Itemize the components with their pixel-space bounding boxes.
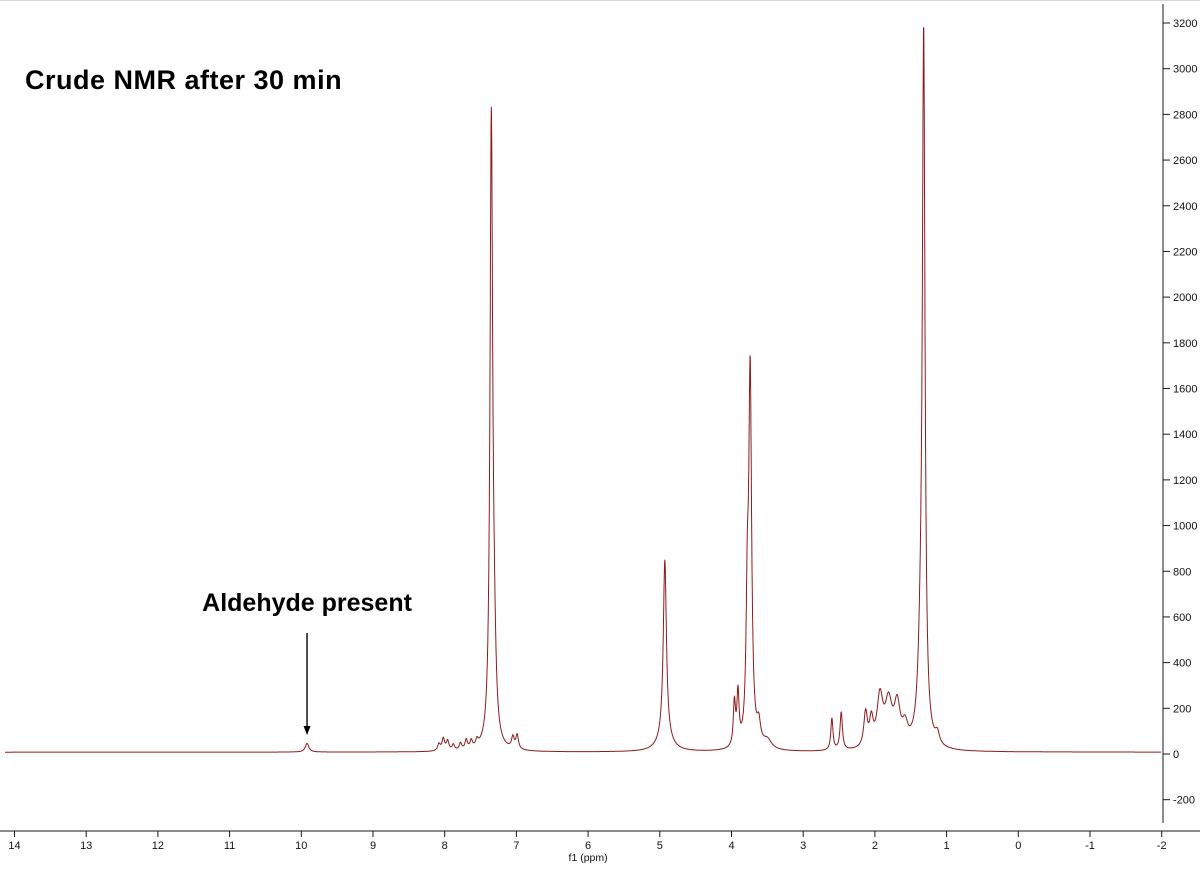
y-tick-label: -200	[1173, 795, 1195, 807]
x-tick-label: 6	[585, 840, 591, 852]
y-tick-label: 3000	[1173, 64, 1197, 76]
y-tick-label: 2200	[1173, 246, 1197, 258]
aldehyde-annotation-label: Aldehyde present	[202, 589, 412, 617]
y-tick-label: 1600	[1173, 384, 1197, 396]
y-tick-label: 2800	[1173, 109, 1197, 121]
y-tick-label: 2600	[1173, 155, 1197, 167]
x-tick-label: -1	[1085, 840, 1095, 852]
annotation-arrow-head	[303, 726, 311, 735]
x-tick-label: 3	[800, 840, 806, 852]
y-tick-label: 1200	[1173, 475, 1197, 487]
x-tick-label: -2	[1157, 840, 1167, 852]
x-tick-label: 4	[728, 840, 734, 852]
x-tick-label: 12	[152, 840, 164, 852]
y-tick-label: 2400	[1173, 201, 1197, 213]
x-tick-label: 8	[442, 840, 448, 852]
x-tick-label: 7	[513, 840, 519, 852]
x-tick-label: 2	[872, 840, 878, 852]
y-tick-label: 400	[1173, 658, 1191, 670]
chart-title: Crude NMR after 30 min	[25, 65, 343, 95]
y-tick-label: 200	[1173, 703, 1191, 715]
y-tick-label: 800	[1173, 566, 1191, 578]
x-tick-label: 11	[224, 840, 235, 852]
y-tick-label: 600	[1173, 612, 1191, 624]
spectrum-trace	[4, 27, 1162, 753]
y-tick-label: 2000	[1173, 292, 1197, 304]
y-tick-label: 1000	[1173, 521, 1197, 533]
x-tick-label: 1	[944, 840, 950, 852]
x-tick-label: 5	[657, 840, 663, 852]
y-tick-label: 1800	[1173, 338, 1197, 350]
x-tick-label: 0	[1015, 840, 1021, 852]
y-tick-label: 1400	[1173, 429, 1197, 441]
x-axis-title: f1 (ppm)	[569, 852, 608, 864]
x-tick-label: 10	[295, 840, 307, 852]
y-tick-label: 3200	[1173, 18, 1197, 30]
x-tick-label: 9	[370, 840, 376, 852]
x-tick-label: 13	[80, 840, 92, 852]
x-tick-label: 14	[8, 840, 20, 852]
y-tick-label: 0	[1173, 749, 1179, 761]
